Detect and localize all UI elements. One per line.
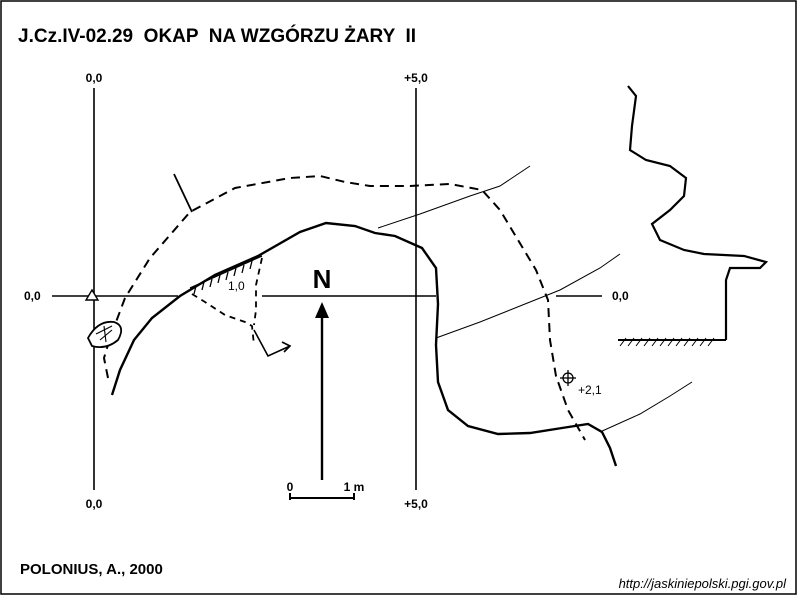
cross-section-profile bbox=[627, 85, 769, 340]
author-credit: POLONIUS, A., 2000 bbox=[20, 561, 163, 578]
grid-label-bottom-left: 0,0 bbox=[86, 497, 103, 511]
north-label: N bbox=[313, 264, 332, 294]
rock-hatching bbox=[95, 325, 113, 343]
cave-wall-outline bbox=[110, 221, 618, 467]
terrain-lines bbox=[377, 165, 693, 433]
profile-tick-line bbox=[173, 173, 193, 213]
north-arrow bbox=[315, 302, 329, 480]
elevation-label: +2,1 bbox=[578, 383, 602, 397]
step-hatching bbox=[189, 255, 263, 295]
passage-continuation-arrow bbox=[253, 329, 292, 358]
scale-label-end: 1 m bbox=[344, 480, 365, 494]
grid-label-left: 0,0 bbox=[24, 289, 41, 303]
source-url: http://jaskiniepolski.pgi.gov.pl bbox=[619, 576, 788, 591]
scale-label-start: 0 bbox=[287, 480, 294, 494]
grid-lines bbox=[52, 88, 602, 490]
survey-station-icon bbox=[84, 288, 100, 301]
inner-passage-outline bbox=[191, 257, 263, 346]
elevation-point-icon bbox=[560, 370, 576, 386]
inner-depth-label: 1,0 bbox=[228, 279, 245, 293]
grid-label-bottom-right: +5,0 bbox=[404, 497, 428, 511]
cross-section-ground bbox=[618, 337, 726, 347]
grid-label-top-left: 0,0 bbox=[86, 71, 103, 85]
map-title: J.Cz.IV-02.29 OKAP NA WZGÓRZU ŻARY II bbox=[18, 25, 416, 47]
scale-bar bbox=[289, 493, 355, 500]
grid-label-right: 0,0 bbox=[612, 289, 629, 303]
roof-edge-outline bbox=[102, 174, 586, 441]
grid-label-top-right: +5,0 bbox=[404, 71, 428, 85]
